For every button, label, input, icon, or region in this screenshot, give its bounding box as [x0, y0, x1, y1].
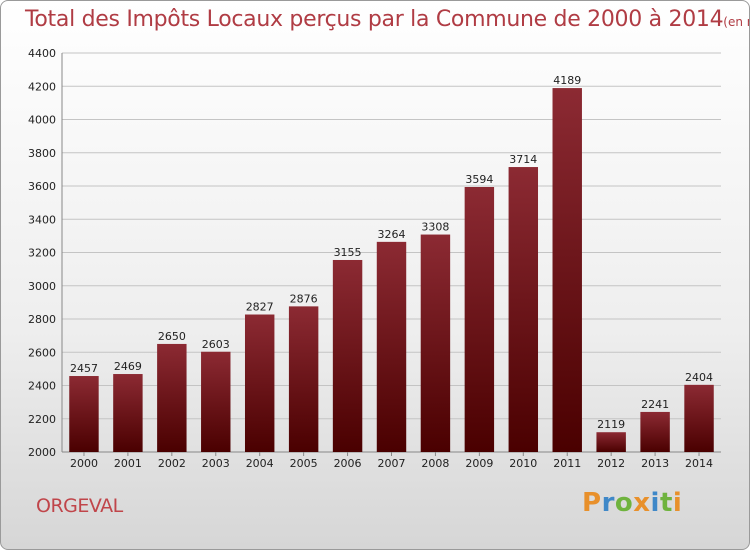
- x-tick-label-2002: 2002: [158, 457, 186, 470]
- bar-2004: [244, 314, 275, 452]
- x-tick-label-2001: 2001: [114, 457, 142, 470]
- bar-2007: [376, 241, 407, 452]
- bar-2002: [157, 343, 187, 452]
- y-tick-label: 4400: [28, 47, 56, 60]
- title-text: Total des Impôts Locaux perçus par la Co…: [25, 7, 724, 32]
- value-label-2003: 2603: [202, 338, 230, 351]
- logo-letter: P: [582, 488, 602, 518]
- logo-letter: r: [601, 488, 615, 518]
- bar-2005: [288, 306, 319, 452]
- bar-2012: [596, 432, 626, 452]
- y-tick-label: 3800: [28, 147, 56, 160]
- x-tick-label-2008: 2008: [421, 457, 449, 470]
- value-label-2002: 2650: [158, 330, 186, 343]
- bars: [69, 88, 714, 453]
- x-tick-label-2009: 2009: [465, 457, 493, 470]
- logo-letter: o: [614, 488, 634, 518]
- x-tick-label-2000: 2000: [70, 457, 98, 470]
- x-tick-label-2006: 2006: [334, 457, 362, 470]
- value-label-2009: 3594: [465, 173, 493, 186]
- x-tick-label-2004: 2004: [246, 457, 274, 470]
- bar-2013: [640, 411, 670, 452]
- chart-title: Total des Impôts Locaux perçus par la Co…: [25, 7, 749, 32]
- y-tick-label: 2200: [28, 413, 56, 426]
- y-tick-label: 2400: [28, 380, 56, 393]
- value-label-2007: 3264: [378, 228, 406, 241]
- labels: 2457 2000 2469 2001 2650 2002 2603 2003 2827 2004…: [70, 74, 713, 470]
- x-tick-label-2012: 2012: [597, 457, 625, 470]
- commune-name: ORGEVAL: [36, 495, 123, 517]
- bar-2000: [69, 376, 99, 452]
- y-tick-label: 3400: [28, 213, 56, 226]
- y-tick-label: 3200: [28, 247, 56, 260]
- y-tick-label: 3000: [28, 280, 56, 293]
- logo-letter: i: [650, 488, 660, 518]
- x-tick-label-2014: 2014: [685, 457, 713, 470]
- bar-2008: [420, 234, 451, 452]
- bar-2003: [201, 351, 231, 452]
- value-label-2014: 2404: [685, 371, 713, 384]
- x-tick-label-2007: 2007: [378, 457, 406, 470]
- x-tick-label-2011: 2011: [553, 457, 581, 470]
- logo-letter: i: [672, 488, 683, 518]
- value-label-2004: 2827: [246, 301, 274, 314]
- value-label-2010: 3714: [509, 153, 537, 166]
- y-tick-label: 4000: [28, 114, 56, 127]
- value-label-2000: 2457: [70, 362, 98, 375]
- y-tick-label: 2000: [28, 446, 56, 459]
- x-tick-label-2010: 2010: [509, 457, 537, 470]
- bar-2001: [113, 374, 143, 452]
- value-label-2013: 2241: [641, 398, 669, 411]
- y-tick-label: 2600: [28, 346, 56, 359]
- proxiti-logo: Proxiti: [582, 488, 682, 518]
- value-label-2011: 4189: [553, 74, 581, 87]
- x-tick-label-2005: 2005: [290, 457, 318, 470]
- bar-2009: [464, 186, 495, 452]
- value-label-2005: 2876: [290, 292, 318, 305]
- value-label-2008: 3308: [421, 221, 449, 234]
- bar-2006: [332, 259, 363, 452]
- title-unit: (en milliers d'€): [723, 15, 749, 29]
- value-label-2006: 3155: [334, 246, 362, 259]
- y-tick-label: 2800: [28, 313, 56, 326]
- x-tick-label-2003: 2003: [202, 457, 230, 470]
- bar-2010: [508, 167, 539, 453]
- x-tick-label-2013: 2013: [641, 457, 669, 470]
- y-tick-label: 3600: [28, 180, 56, 193]
- logo-letter: x: [633, 488, 651, 518]
- logo-letter: t: [659, 488, 673, 518]
- value-label-2001: 2469: [114, 360, 142, 373]
- bar-2011: [552, 88, 582, 453]
- bar-2014: [684, 384, 714, 452]
- value-label-2012: 2119: [597, 418, 625, 431]
- y-tick-label: 4200: [28, 80, 56, 93]
